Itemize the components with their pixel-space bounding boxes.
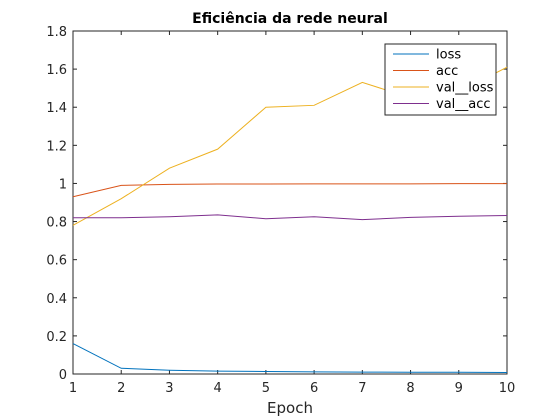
y-tick-label: 1.4 [46,101,67,116]
legend-label: acc [436,64,458,79]
y-tick-label: 1 [59,177,67,192]
legend-label: val__acc [436,97,491,112]
y-tick-label: 0.6 [46,254,67,269]
y-tick-label: 0.2 [46,330,67,345]
x-tick-label: 1 [69,381,77,396]
x-tick-label: 7 [358,381,366,396]
chart-title: Eficiência da rede neural [192,11,388,27]
x-tick-label: 8 [406,381,414,396]
y-tick-label: 1.2 [46,139,67,154]
x-tick-label: 9 [455,381,463,396]
legend-label: val__loss [436,81,494,96]
x-tick-label: 4 [214,381,222,396]
y-tick-label: 0 [59,368,67,383]
y-tick-label: 1.6 [46,63,67,78]
axis-ticks: 1 2 3 4 5 6 7 8 9 10 0 0.2 0.4 0.6 0.8 1 1.2 1.4 1.6 1.8 [46,25,515,396]
series-line-val-acc [73,214,508,221]
legend-label: loss [436,48,461,63]
y-tick-label: 0.4 [46,292,67,307]
series-line-acc [72,183,507,198]
y-tick-label: 0.8 [46,216,67,231]
x-tick-label: 10 [499,381,516,396]
x-axis-label: Epoch [267,399,313,417]
x-tick-label: 2 [117,381,125,396]
y-tick-label: 1.8 [46,25,67,40]
x-tick-label: 6 [310,381,318,396]
x-tick-label: 5 [262,381,270,396]
series-line-loss [72,343,508,373]
x-tick-label: 3 [165,381,173,396]
